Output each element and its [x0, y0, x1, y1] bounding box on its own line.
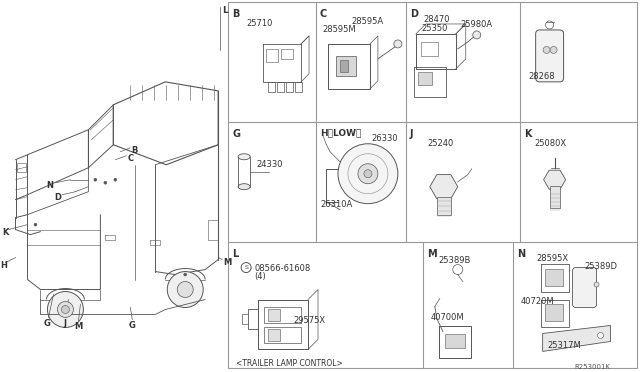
- Bar: [295, 82, 302, 92]
- Circle shape: [61, 305, 69, 314]
- Text: B: B: [131, 146, 138, 155]
- Text: 25240: 25240: [428, 139, 454, 148]
- Ellipse shape: [238, 154, 250, 160]
- Text: <TRAILER LAMP CONTROL>: <TRAILER LAMP CONTROL>: [236, 359, 343, 368]
- Bar: [545, 269, 563, 286]
- Text: C: C: [320, 9, 327, 19]
- Text: D: D: [54, 193, 61, 202]
- Text: 25080X: 25080X: [534, 139, 567, 148]
- Bar: [545, 305, 563, 321]
- Text: G: G: [232, 129, 240, 139]
- Bar: [266, 49, 278, 62]
- Bar: [550, 186, 559, 208]
- FancyBboxPatch shape: [573, 267, 596, 308]
- Bar: [268, 330, 280, 341]
- Text: 25350: 25350: [422, 24, 448, 33]
- Circle shape: [94, 178, 97, 181]
- Text: 25389B: 25389B: [439, 256, 471, 264]
- Bar: [445, 334, 465, 349]
- Text: 25389D: 25389D: [584, 262, 618, 270]
- Text: H: H: [1, 260, 8, 270]
- Circle shape: [34, 223, 37, 226]
- Text: (4): (4): [254, 272, 266, 280]
- Text: S: S: [244, 265, 248, 270]
- Bar: [17, 163, 26, 172]
- Circle shape: [550, 46, 557, 54]
- Text: 40720M: 40720M: [521, 296, 554, 305]
- Text: 28268: 28268: [529, 72, 555, 81]
- Circle shape: [338, 144, 398, 203]
- Text: L: L: [232, 248, 238, 259]
- Polygon shape: [543, 326, 611, 352]
- Polygon shape: [543, 170, 566, 189]
- Bar: [281, 49, 293, 59]
- Text: 24330: 24330: [256, 160, 283, 169]
- Bar: [228, 2, 637, 368]
- Text: C: C: [127, 154, 134, 163]
- Text: J: J: [410, 129, 413, 139]
- Bar: [268, 82, 275, 92]
- Circle shape: [598, 333, 604, 339]
- Circle shape: [58, 301, 74, 317]
- Circle shape: [394, 40, 402, 48]
- FancyBboxPatch shape: [536, 30, 564, 82]
- Text: D: D: [410, 9, 418, 19]
- Text: 26310A: 26310A: [320, 200, 352, 209]
- Circle shape: [543, 46, 550, 54]
- Bar: [268, 310, 280, 321]
- Polygon shape: [430, 174, 458, 199]
- Text: 28470: 28470: [424, 15, 451, 24]
- Bar: [340, 60, 348, 72]
- Text: 28595A: 28595A: [351, 17, 383, 26]
- Ellipse shape: [238, 184, 250, 190]
- Circle shape: [364, 170, 372, 178]
- Text: L: L: [222, 6, 228, 15]
- Circle shape: [184, 273, 187, 276]
- Text: B: B: [232, 9, 239, 19]
- Text: H〈LOW〉: H〈LOW〉: [320, 129, 362, 138]
- Text: 26330: 26330: [371, 134, 397, 143]
- Text: 08566-61608: 08566-61608: [254, 264, 310, 273]
- Text: 40700M: 40700M: [431, 314, 465, 323]
- Bar: [336, 56, 356, 76]
- Text: R253001K: R253001K: [575, 365, 611, 371]
- Text: M: M: [427, 248, 436, 259]
- Circle shape: [358, 164, 378, 184]
- Circle shape: [177, 282, 193, 298]
- Text: 25317M: 25317M: [548, 341, 581, 350]
- Text: J: J: [63, 320, 67, 328]
- Circle shape: [594, 282, 599, 287]
- Circle shape: [167, 272, 203, 308]
- Text: K: K: [3, 228, 9, 237]
- Text: N: N: [47, 181, 54, 190]
- Text: 29575X: 29575X: [293, 317, 325, 326]
- Text: 25710: 25710: [246, 19, 273, 28]
- Bar: [208, 219, 218, 240]
- Text: N: N: [516, 248, 525, 259]
- Text: M: M: [74, 323, 83, 331]
- Text: 28595X: 28595X: [537, 254, 569, 263]
- Text: 25980A: 25980A: [461, 20, 493, 29]
- Circle shape: [47, 292, 83, 327]
- Bar: [286, 82, 293, 92]
- Text: 28595M: 28595M: [322, 25, 356, 34]
- Bar: [264, 308, 301, 324]
- Text: G: G: [128, 321, 135, 330]
- Circle shape: [104, 181, 107, 184]
- Text: G: G: [44, 320, 51, 328]
- Bar: [421, 42, 438, 56]
- Bar: [418, 72, 432, 85]
- Bar: [277, 82, 284, 92]
- Bar: [264, 327, 301, 343]
- Bar: [437, 197, 451, 215]
- Circle shape: [473, 31, 481, 39]
- Text: K: K: [524, 129, 531, 139]
- Circle shape: [114, 178, 117, 181]
- Text: M: M: [223, 257, 232, 267]
